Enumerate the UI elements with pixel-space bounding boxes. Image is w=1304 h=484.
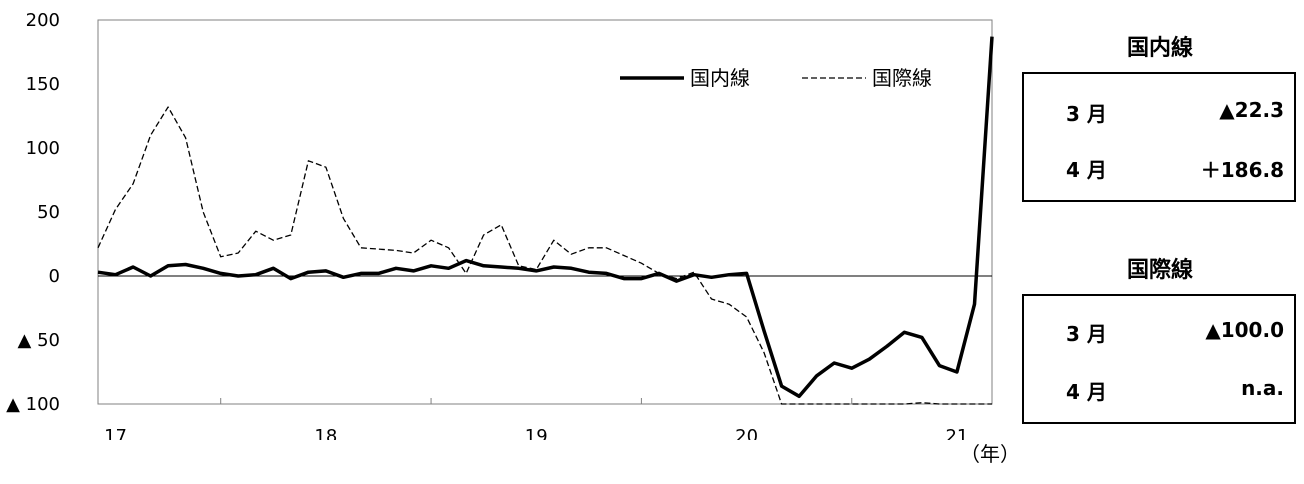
x-tick-label: 17 bbox=[104, 426, 127, 440]
y-axis: 200 150 100 50 0 ▲ 50 ▲ 100 bbox=[6, 10, 993, 415]
domestic-panel: 3 月 ▲22.3 4 月 ＋186.8 bbox=[1022, 72, 1296, 202]
value-label: ▲100.0 bbox=[1205, 318, 1284, 342]
y-tick-label: 150 bbox=[26, 74, 60, 95]
y-tick-label: 50 bbox=[37, 202, 60, 223]
x-tick-label: 20 bbox=[735, 426, 758, 440]
line-chart: 200 150 100 50 0 ▲ 50 ▲ 100 17 18 19 20 21 国内線 国際線 bbox=[6, 10, 994, 440]
legend: 国内線 国際線 bbox=[620, 66, 932, 90]
y-tick-label: 100 bbox=[26, 138, 60, 159]
international-row-april: 4 月 n.a. bbox=[1024, 376, 1294, 406]
y-tick-label: ▲ 50 bbox=[18, 330, 60, 351]
legend-label-international: 国際線 bbox=[872, 66, 932, 90]
month-label: 3 月 bbox=[1066, 322, 1107, 346]
plot-frame bbox=[97, 19, 993, 405]
x-tick-label: 19 bbox=[525, 426, 548, 440]
value-label: ＋186.8 bbox=[1200, 158, 1284, 182]
value-label: ▲22.3 bbox=[1219, 98, 1284, 122]
international-panel: 3 月 ▲100.0 4 月 n.a. bbox=[1022, 294, 1296, 424]
month-label: 4 月 bbox=[1066, 158, 1107, 182]
legend-label-domestic: 国内線 bbox=[690, 66, 750, 90]
domestic-row-april: 4 月 ＋186.8 bbox=[1024, 154, 1294, 184]
international-series-line bbox=[97, 106, 992, 405]
domestic-panel-title: 国内線 bbox=[1126, 36, 1193, 61]
value-label: n.a. bbox=[1241, 376, 1284, 400]
series-lines bbox=[97, 36, 994, 405]
x-axis-unit: （年） bbox=[960, 442, 1020, 466]
y-tick-label: 0 bbox=[49, 266, 60, 287]
international-row-march: 3 月 ▲100.0 bbox=[1024, 318, 1294, 348]
y-tick-label: ▲ 100 bbox=[6, 394, 60, 415]
domestic-series-line bbox=[97, 36, 994, 399]
domestic-row-march: 3 月 ▲22.3 bbox=[1024, 98, 1294, 128]
x-axis: 17 18 19 20 21 bbox=[104, 398, 968, 440]
x-tick-label: 21 bbox=[945, 426, 968, 440]
x-tick-label: 18 bbox=[314, 426, 337, 440]
international-panel-title: 国際線 bbox=[1126, 258, 1193, 283]
y-tick-label: 200 bbox=[26, 10, 60, 31]
month-label: 4 月 bbox=[1066, 380, 1107, 404]
month-label: 3 月 bbox=[1066, 102, 1107, 126]
